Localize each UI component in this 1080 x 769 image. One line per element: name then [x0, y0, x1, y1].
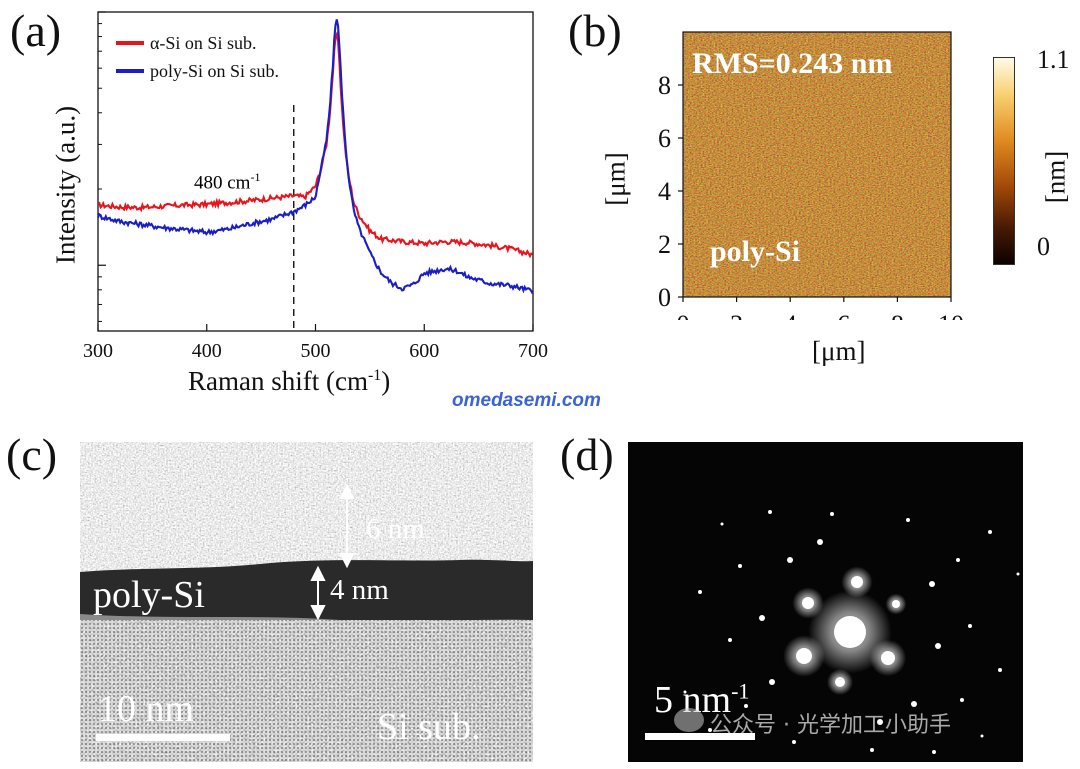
top-layer-thickness: 6 nm: [366, 513, 425, 545]
diffraction-spot: [787, 557, 793, 563]
afm-y-tick-label: 4: [658, 177, 671, 206]
diffraction-spot: [683, 690, 687, 694]
diffraction-spot: [998, 668, 1002, 672]
series-line-a-si: [97, 30, 533, 259]
diffraction-spot: [980, 734, 984, 738]
afm-x-tick-label: 2: [730, 310, 743, 320]
diffraction-spot: [830, 512, 834, 516]
afm-y-tick-label: 0: [658, 283, 671, 312]
legend-entry: poly-Si on Si sub.: [150, 61, 279, 81]
diffraction-spot: [744, 704, 748, 708]
diffraction-spot: [1016, 572, 1020, 576]
afm-material-label: poly-Si: [710, 235, 801, 268]
rms-value: RMS=0.243 nm: [692, 47, 893, 80]
diffraction-spot: [929, 581, 935, 587]
diffraction-spot: [988, 530, 992, 534]
tem-scale-bar: [96, 734, 230, 741]
tem-scale-bar-label: 10 nm: [98, 688, 195, 730]
diffraction-spot: [792, 740, 796, 744]
diffraction-spot: [835, 677, 845, 687]
substrate-label: Si sub.: [377, 706, 481, 748]
colorbar: [993, 57, 1015, 265]
x-tick-label: 700: [518, 340, 548, 362]
watermark: omedasemi.com: [452, 390, 601, 411]
afm-image: [683, 32, 951, 297]
afm-y-axis-title: [μm]: [600, 152, 631, 206]
afm-x-tick-label: 10: [938, 310, 964, 320]
x-tick-label: 500: [301, 340, 331, 362]
diffraction-spot: [935, 643, 941, 649]
diffraction-spot: [802, 597, 814, 609]
diffraction-spot: [769, 679, 775, 685]
wechat-icon: [674, 708, 704, 732]
diffraction-spot: [738, 564, 742, 568]
panel-a-label: (a): [10, 5, 62, 56]
diffraction-scale-bar: [645, 733, 755, 740]
diffraction-spot: [906, 518, 910, 522]
diffraction-spot: [720, 522, 724, 526]
diffraction-spot: [960, 698, 964, 702]
diffraction-spot: [768, 510, 772, 514]
legend-entry: α-Si on Si sub.: [150, 33, 256, 53]
diffraction-spot: [796, 648, 812, 664]
colorbar-min: 0: [1037, 232, 1050, 261]
diffraction-spot: [911, 701, 917, 707]
afm-x-tick-label: 6: [837, 310, 850, 320]
central-beam-spot: [834, 616, 866, 648]
diffraction-spot: [968, 624, 972, 628]
wechat-watermark: 公众号 · 光学加工小助手: [710, 713, 951, 738]
diffraction-spot: [881, 651, 895, 665]
diffraction-spot: [817, 539, 823, 545]
afm-x-tick-label: 4: [784, 310, 797, 320]
panel-d-label: (d): [560, 429, 614, 480]
panel-c-label: (c): [6, 429, 58, 480]
afm-x-tick-label: 8: [891, 310, 904, 320]
diffraction-spot: [698, 590, 702, 594]
afm-y-tick-label: 2: [658, 230, 671, 259]
panel-b-label: (b): [568, 5, 622, 56]
afm-x-axis-title: [μm]: [812, 336, 866, 366]
diffraction-spot: [708, 728, 712, 732]
diffraction-spot: [728, 638, 732, 642]
plot-frame: [97, 11, 534, 332]
colorbar-unit: [nm]: [1040, 150, 1071, 204]
peak-annotation: 480 cm-1: [194, 170, 261, 194]
afm-y-tick-label: 6: [658, 124, 671, 153]
poly-layer-thickness: 4 nm: [330, 574, 389, 606]
diffraction-spot: [932, 750, 936, 754]
diffraction-spot: [892, 600, 900, 608]
thickness-arrows: [310, 483, 355, 621]
diffraction-spot: [759, 615, 765, 621]
diffraction-spot: [956, 558, 960, 562]
afm-axes: 0 2 4 6 8 10 0 2 4 6 8: [658, 31, 964, 320]
afm-y-tick-label: 8: [658, 71, 671, 100]
x-axis-title: Raman shift (cm-1): [188, 366, 391, 396]
poly-si-layer-label: poly-Si: [93, 574, 205, 616]
afm-x-tick-label: 0: [677, 310, 690, 320]
diffraction-spot: [877, 719, 883, 725]
afm-frame: [682, 31, 952, 298]
diffraction-spot: [851, 576, 863, 588]
y-axis-title: Intensity (a.u.): [50, 105, 81, 265]
diffraction-spot: [870, 748, 874, 752]
series-line-poly-si: [97, 19, 534, 294]
x-tick-label: 600: [409, 340, 439, 362]
x-tick-label: 400: [192, 340, 222, 362]
raman-chart: 300 400 500 600 700 α-Si on Si sub. poly-Si on…: [83, 11, 548, 362]
colorbar-max: 1.1: [1037, 45, 1070, 74]
x-tick-label: 300: [83, 340, 113, 362]
